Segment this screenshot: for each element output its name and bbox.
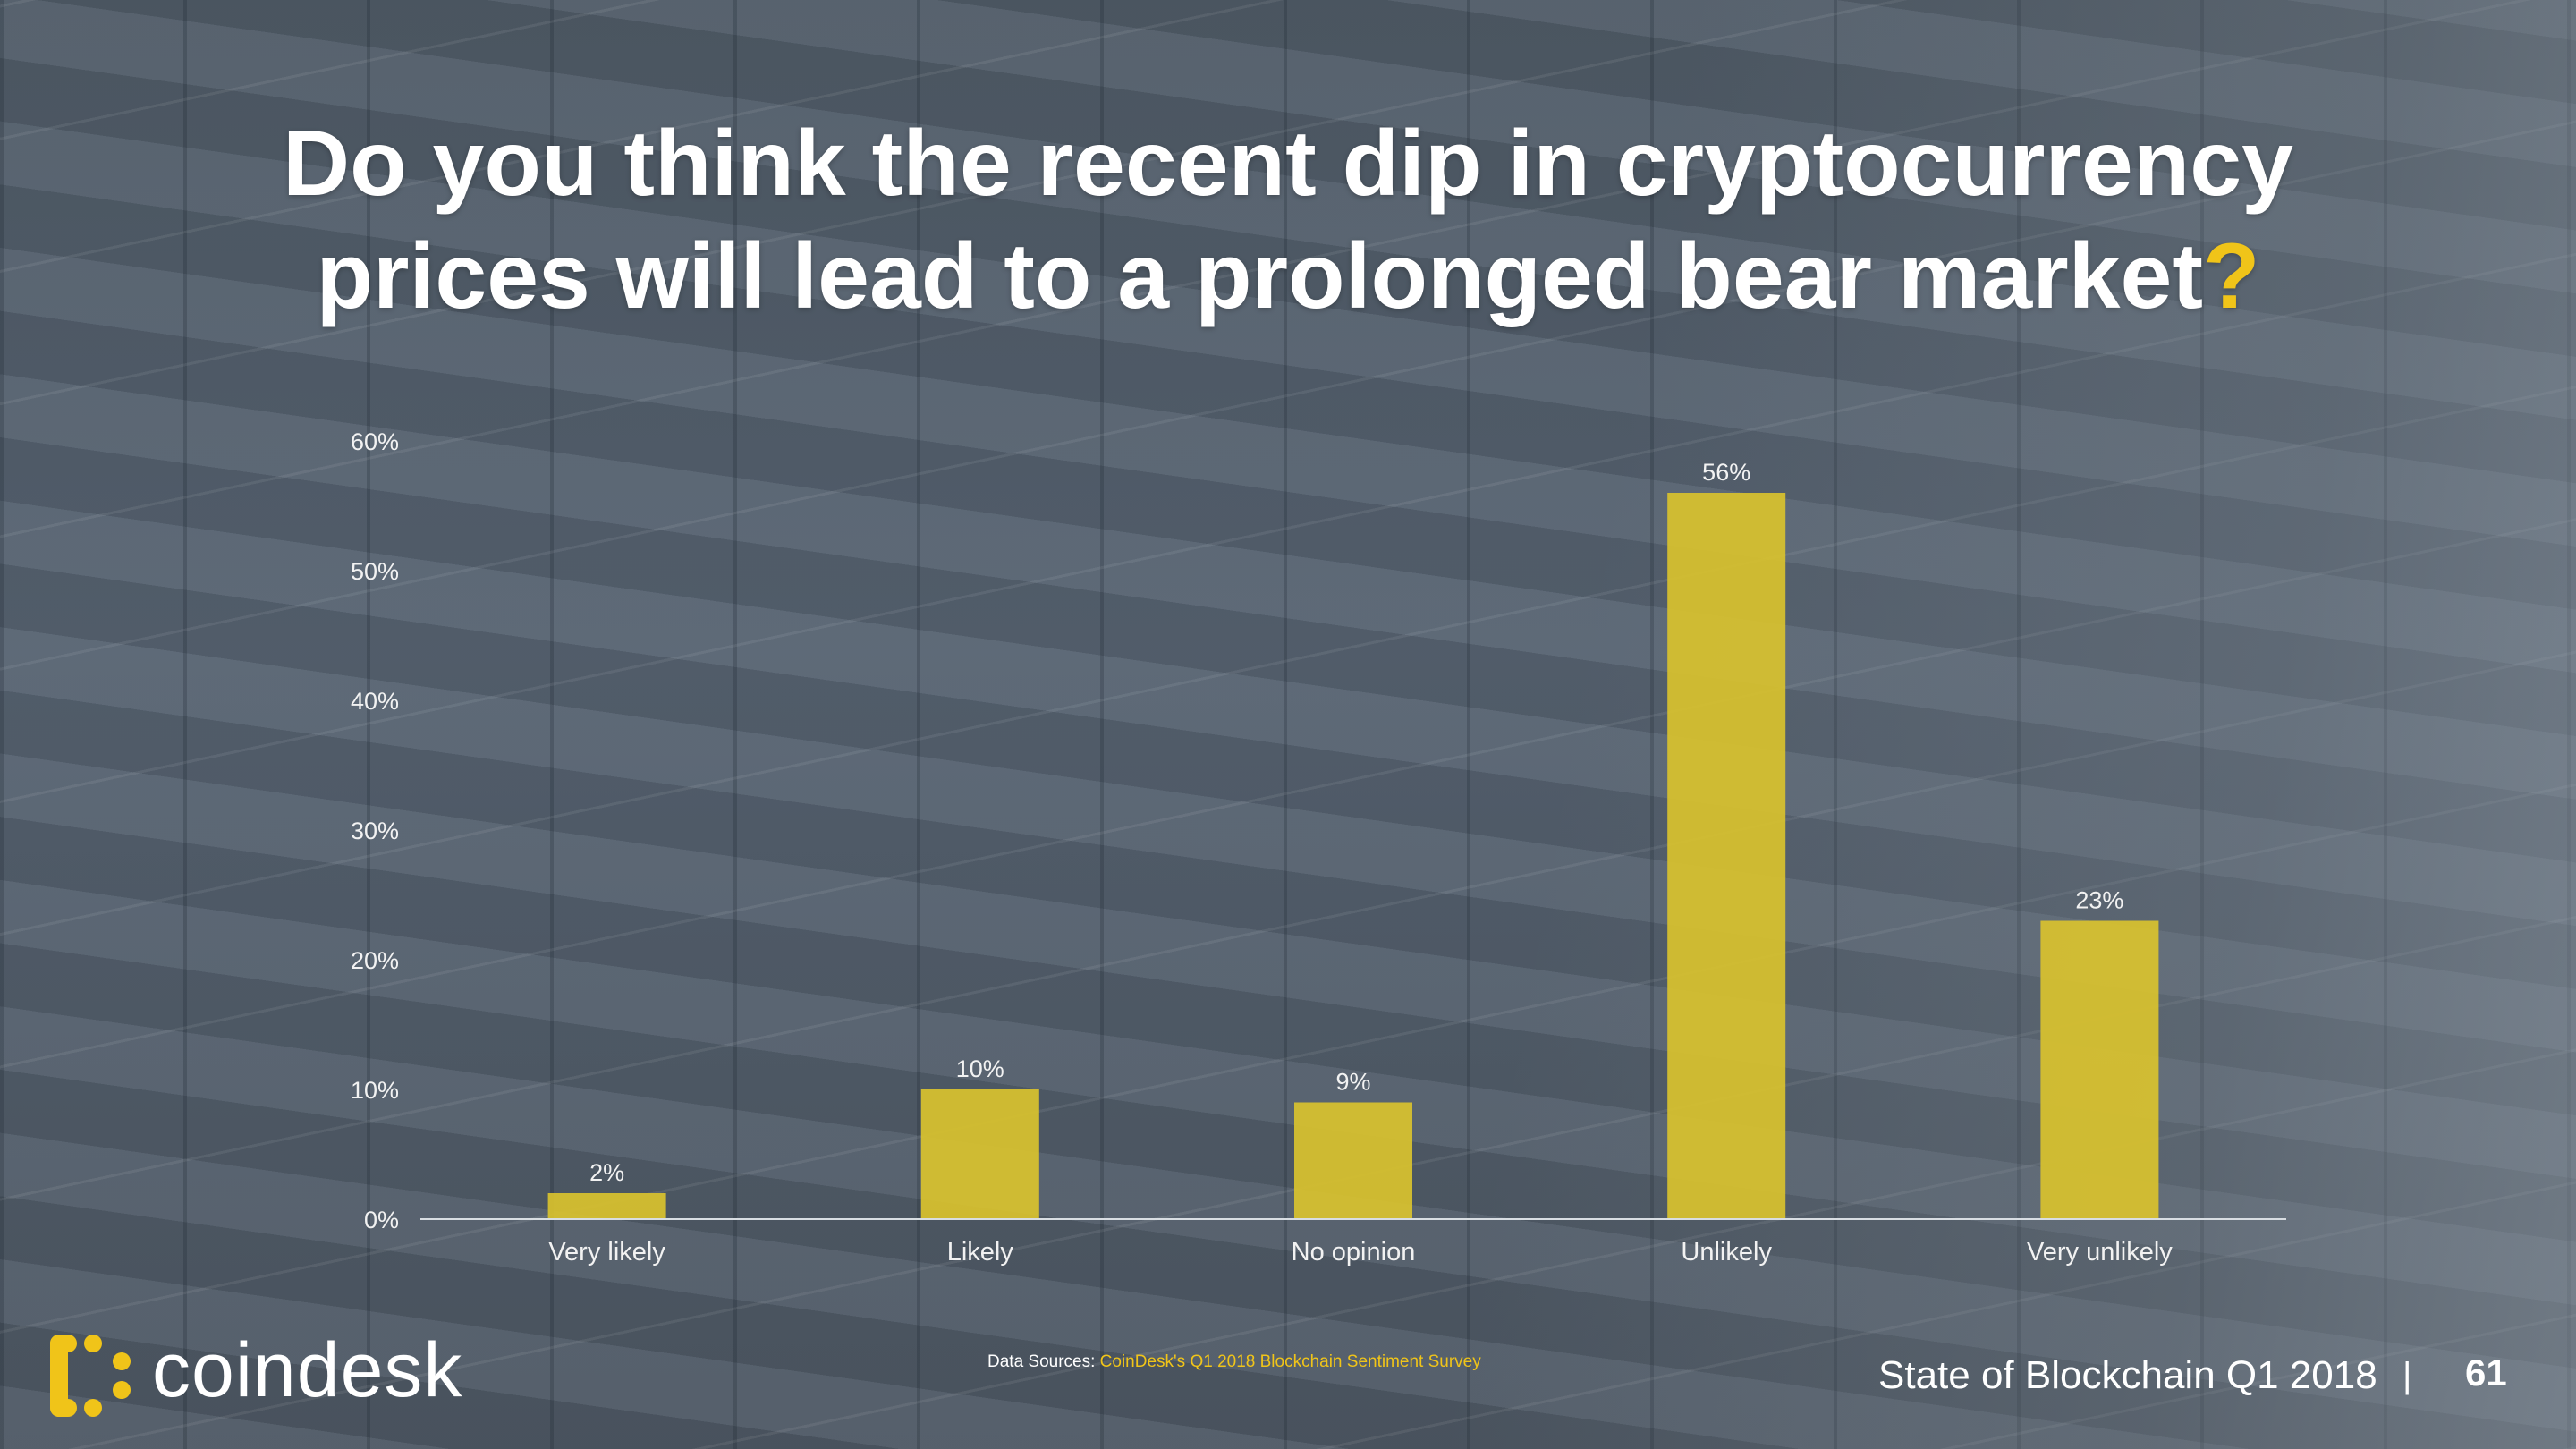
footer-separator: | [2402,1356,2412,1395]
y-tick-label: 40% [351,688,399,715]
y-tick-label: 0% [364,1207,399,1233]
value-labels: 2% 10% 9% 56% 23% [589,459,2123,1186]
bar-value-label: 56% [1702,459,1750,486]
x-category-label: No opinion [1292,1238,1416,1267]
x-category-label: Unlikely [1681,1238,1772,1267]
x-category-label: Very unlikely [2027,1238,2173,1267]
logo-wordmark: coindesk [152,1327,463,1413]
bar-no-opinion [1294,1102,1412,1219]
title-line-2: prices will lead to a prolonged bear mar… [179,220,2397,333]
title-question-mark: ? [2202,225,2260,328]
coindesk-logo-icon [50,1335,131,1417]
data-source-note: Data Sources: CoinDesk's Q1 2018 Blockch… [987,1352,1481,1372]
y-axis: 0% 10% 20% 30% 40% 50% 60% [351,428,399,1233]
title-line-1: Do you think the recent dip in cryptocur… [283,112,2293,216]
slide-title: Do you think the recent dip in cryptocur… [179,107,2397,333]
x-axis-labels: Very likely Likely No opinion Unlikely Very … [548,1238,2173,1267]
bar-series [547,493,2159,1219]
bar-value-label: 9% [1335,1069,1370,1096]
bar-value-label: 23% [2075,887,2123,914]
coindesk-logo: coindesk [47,1327,512,1420]
source-link[interactable]: CoinDesk's Q1 2018 Blockchain Sentiment … [1099,1352,1481,1371]
source-prefix: Data Sources: [987,1352,1100,1371]
y-tick-label: 10% [351,1077,399,1104]
bar-unlikely [1667,493,1786,1219]
x-category-label: Very likely [548,1238,665,1267]
y-tick-label: 30% [351,818,399,844]
y-tick-label: 50% [351,558,399,585]
y-tick-label: 20% [351,947,399,974]
page-number: 61 [2465,1352,2507,1394]
bar-very-unlikely [2040,920,2159,1219]
x-category-label: Likely [947,1238,1014,1267]
bar-value-label: 2% [589,1159,624,1186]
bar-very-likely [547,1193,666,1219]
bar-likely [920,1089,1039,1219]
bar-value-label: 10% [956,1055,1004,1082]
title-line-2-text: prices will lead to a prolonged bear mar… [316,225,2203,328]
report-title: State of Blockchain Q1 2018 [1878,1353,2377,1397]
y-tick-label: 60% [351,428,399,455]
